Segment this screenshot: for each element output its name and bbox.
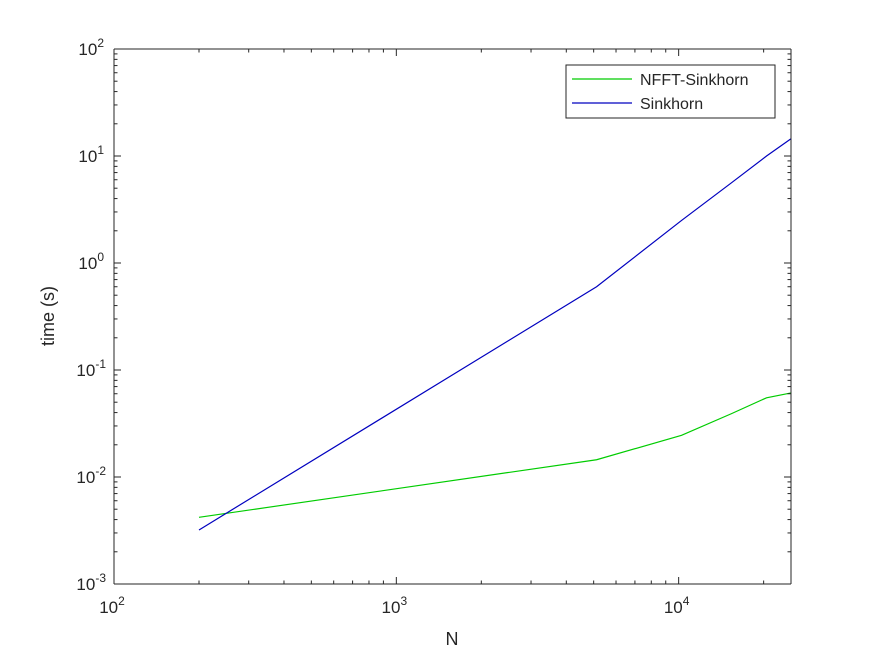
legend-label-nfft-sinkhorn: NFFT-Sinkhorn	[640, 72, 748, 89]
x-tick-label: 103	[382, 594, 408, 617]
x-axis-label: N	[446, 629, 459, 649]
y-tick-label: 10-1	[76, 357, 106, 380]
legend-box	[565, 64, 776, 119]
series-layer	[198, 138, 792, 531]
x-tick-label: 102	[99, 594, 125, 617]
plot-area	[114, 49, 791, 584]
series-line-sinkhorn	[198, 138, 792, 531]
ticks-layer: 102 103 104 10-3 10-2 10-1 100 101 102	[76, 36, 791, 617]
y-tick-label: 10-2	[76, 464, 106, 487]
y-tick-label: 101	[78, 143, 104, 166]
legend-label-sinkhorn: Sinkhorn	[640, 96, 703, 113]
y-axis-label: time (s)	[38, 286, 58, 346]
y-tick-label: 10-3	[76, 571, 106, 594]
y-tick-label: 102	[78, 36, 104, 59]
legend: NFFT-Sinkhorn Sinkhorn	[565, 64, 776, 119]
series-line-nfft-sinkhorn	[198, 392, 792, 518]
x-tick-label: 104	[664, 594, 690, 617]
y-tick-label: 100	[78, 250, 104, 273]
